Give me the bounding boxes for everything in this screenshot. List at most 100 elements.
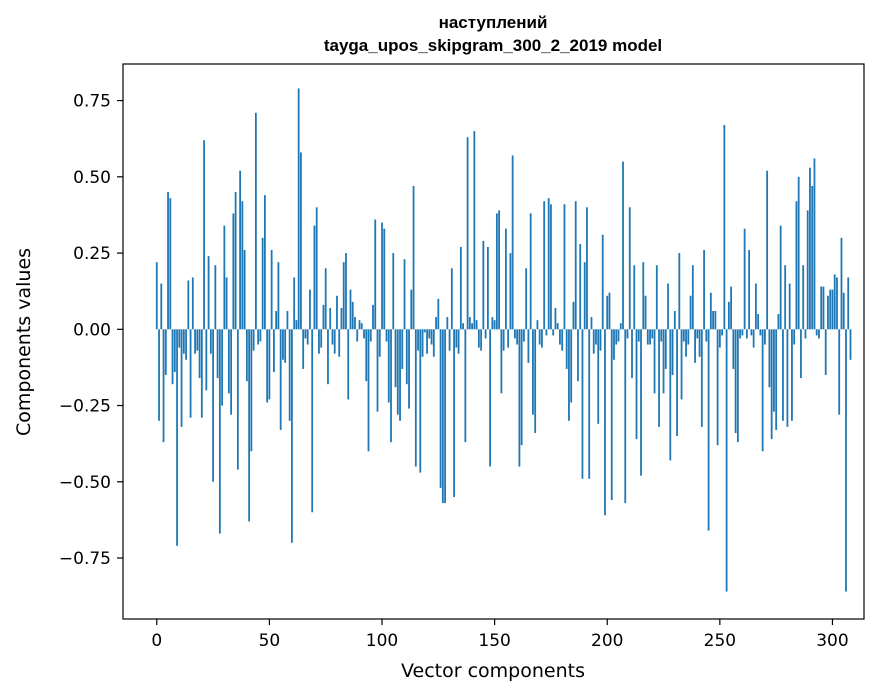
bar <box>236 329 239 470</box>
bar <box>423 329 426 333</box>
bar <box>176 329 178 546</box>
bar <box>694 329 696 363</box>
bar <box>845 329 847 592</box>
bar <box>394 329 397 388</box>
bar <box>565 329 568 369</box>
bar <box>230 329 233 415</box>
bar <box>640 329 642 476</box>
y-tick-label: 0.50 <box>73 168 111 188</box>
bar <box>468 317 471 330</box>
bar <box>234 192 237 330</box>
bar <box>590 317 593 330</box>
bar <box>802 265 805 330</box>
bar <box>347 329 350 400</box>
bar <box>291 329 293 543</box>
bar <box>408 329 410 409</box>
bar <box>635 329 638 440</box>
bar <box>191 277 194 330</box>
bar <box>847 277 850 330</box>
x-tick-label: 250 <box>704 631 736 651</box>
bar <box>162 329 165 443</box>
bar <box>806 210 809 330</box>
bar <box>419 329 422 473</box>
bar <box>241 201 244 330</box>
bar <box>777 314 780 330</box>
bar <box>207 256 210 330</box>
bar <box>764 329 766 345</box>
bar <box>712 311 714 330</box>
x-tick-label: 300 <box>816 631 848 651</box>
bar <box>480 329 483 351</box>
bar <box>457 329 460 354</box>
bar <box>829 289 832 330</box>
bar <box>768 329 771 388</box>
bar <box>259 329 262 342</box>
bar <box>682 329 685 342</box>
bar <box>273 329 275 372</box>
bar <box>304 329 307 339</box>
y-axis-label: Components values <box>13 248 35 436</box>
bar <box>489 329 492 467</box>
bar <box>581 329 584 479</box>
bar <box>642 262 645 330</box>
x-axis-ticks: 0 50 100 150 200 250 300 <box>151 619 849 651</box>
bar <box>313 225 316 330</box>
bar <box>592 329 595 354</box>
bar <box>218 329 221 534</box>
bar <box>559 329 561 345</box>
bars-group <box>155 88 852 592</box>
bar <box>502 329 505 351</box>
bar <box>428 329 431 339</box>
bar <box>705 329 708 342</box>
y-tick-label: −0.75 <box>59 549 111 569</box>
bar <box>309 289 311 330</box>
bar <box>766 170 769 330</box>
bar <box>615 329 618 345</box>
bar <box>383 228 386 330</box>
bar <box>252 329 255 351</box>
bar <box>601 234 604 330</box>
x-tick-label: 50 <box>259 631 281 651</box>
bar <box>239 170 242 330</box>
bar <box>754 283 757 330</box>
bar <box>243 250 246 330</box>
bar <box>662 329 665 394</box>
bar <box>446 317 449 330</box>
bar <box>550 204 552 330</box>
bar <box>205 329 208 391</box>
bar <box>158 329 160 421</box>
bar <box>827 295 829 330</box>
bar <box>414 329 417 467</box>
bar <box>518 329 521 467</box>
bar <box>534 329 537 433</box>
x-tick-label: 100 <box>366 631 398 651</box>
bar <box>342 262 345 330</box>
bar <box>813 158 816 330</box>
bar <box>667 283 669 330</box>
bar <box>761 329 764 452</box>
bar <box>759 329 762 336</box>
bar <box>574 201 577 330</box>
bar <box>311 329 314 513</box>
bar <box>356 329 359 342</box>
bar <box>660 329 663 342</box>
bar <box>646 329 649 345</box>
bar <box>171 329 174 385</box>
x-tick-label: 200 <box>591 631 623 651</box>
bar <box>266 329 269 403</box>
bar <box>541 329 543 348</box>
bar <box>306 329 309 345</box>
bar <box>523 329 525 342</box>
bar <box>486 246 489 330</box>
bar <box>673 311 676 330</box>
bar <box>723 124 726 330</box>
bar <box>613 329 615 360</box>
bar <box>824 329 827 376</box>
bar <box>378 329 381 357</box>
bar <box>245 329 248 382</box>
bar <box>822 286 825 330</box>
bar <box>466 137 469 330</box>
bar <box>725 329 728 592</box>
bar <box>155 262 158 330</box>
bar <box>520 329 523 446</box>
